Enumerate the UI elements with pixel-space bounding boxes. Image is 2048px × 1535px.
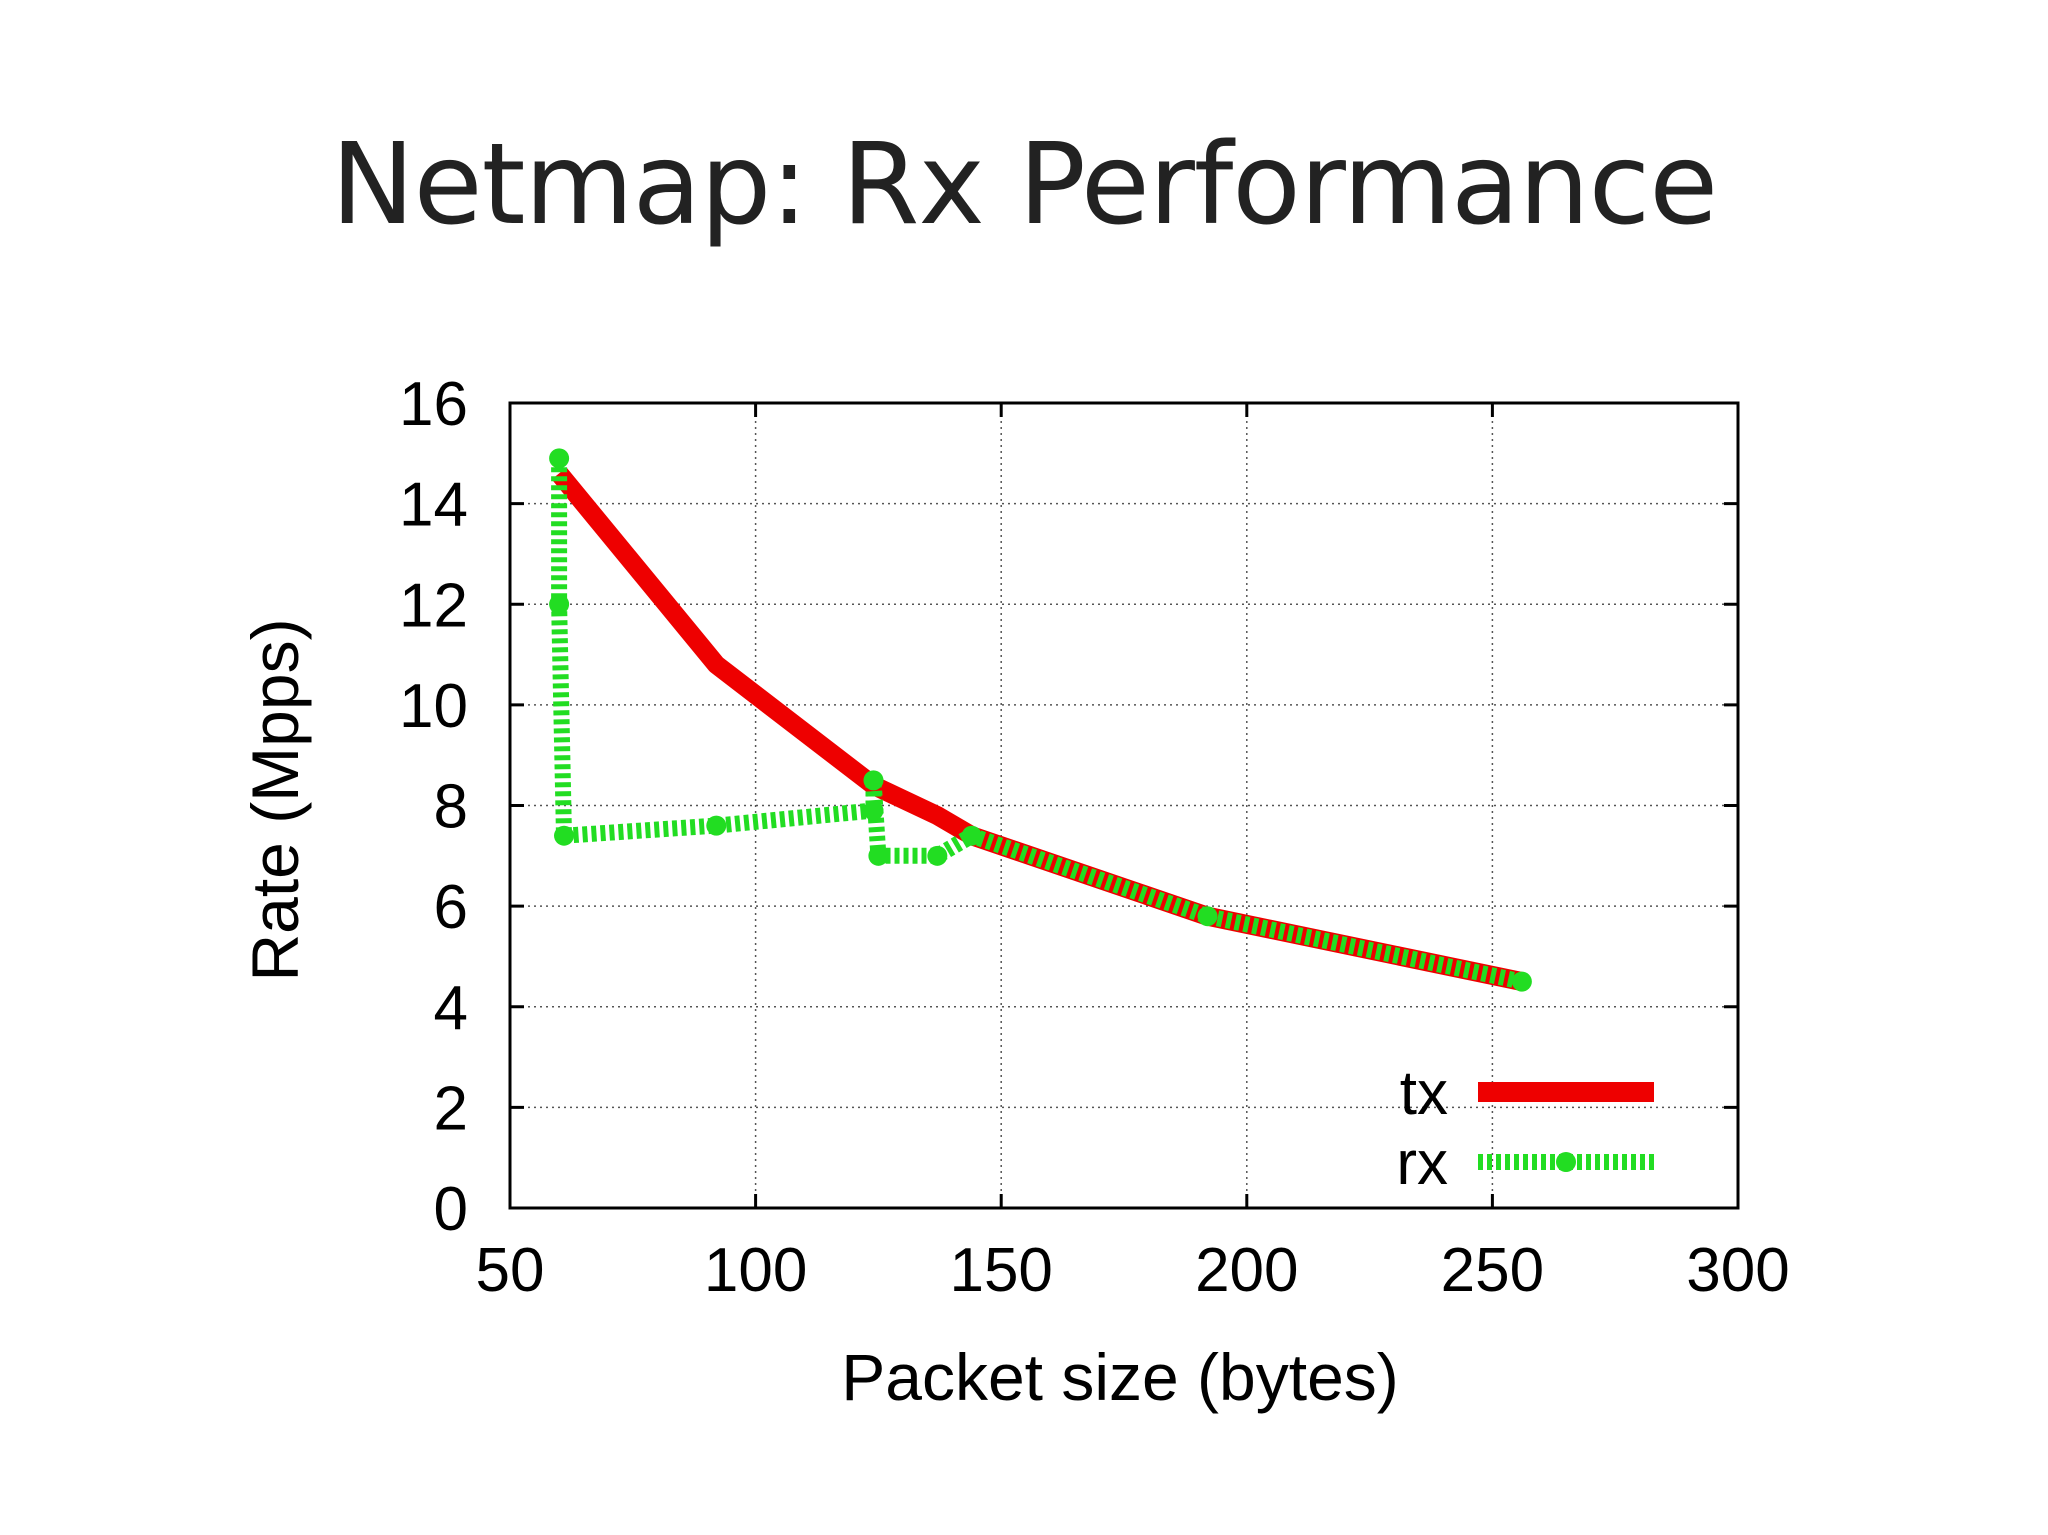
x-tick-label: 150 <box>949 1236 1052 1305</box>
series-point-rx <box>706 815 727 836</box>
y-tick-label: 10 <box>399 672 468 741</box>
x-axis-label: Packet size (bytes) <box>841 1340 1399 1414</box>
series-point-rx <box>549 448 570 469</box>
legend-label-rx: rx <box>1396 1129 1448 1198</box>
series-lines <box>549 448 1532 992</box>
series-point-rx <box>549 594 570 615</box>
series-point-rx <box>554 825 575 846</box>
legend-label-tx: tx <box>1400 1059 1448 1128</box>
y-tick-label: 16 <box>399 370 468 439</box>
y-tick-label: 12 <box>399 571 468 640</box>
legend-marker-rx <box>1556 1152 1576 1172</box>
series-line-tx <box>551 467 1524 991</box>
series-point-rx <box>1511 971 1532 992</box>
y-tick-label: 6 <box>434 873 468 942</box>
series-point-rx <box>863 800 884 821</box>
series-point-rx <box>927 845 948 866</box>
x-tick-label: 100 <box>704 1236 807 1305</box>
y-tick-label: 8 <box>434 773 468 842</box>
x-tick-label: 250 <box>1441 1236 1544 1305</box>
x-tick-label: 200 <box>1195 1236 1298 1305</box>
series-point-rx <box>863 770 884 791</box>
tick-labels: 50 100 150 200 250 300 0 2 4 6 8 10 12 14 16 <box>399 370 1790 1305</box>
grid-lines <box>510 403 1738 1208</box>
y-tick-label: 4 <box>434 974 468 1043</box>
plot-frame <box>508 401 1740 1210</box>
series-point-rx <box>1197 906 1218 927</box>
y-tick-label: 2 <box>434 1074 468 1143</box>
slide-title: Netmap: Rx Performance <box>330 120 1718 250</box>
series-point-rx <box>868 845 889 866</box>
series-point-rx <box>961 825 982 846</box>
x-tick-label: 300 <box>1686 1236 1789 1305</box>
x-tick-label: 50 <box>476 1236 545 1305</box>
series-line-rx <box>551 458 1524 990</box>
y-axis-label: Rate (Mpps) <box>238 618 312 981</box>
y-tick-label: 14 <box>399 471 468 540</box>
y-tick-label: 0 <box>434 1175 468 1244</box>
